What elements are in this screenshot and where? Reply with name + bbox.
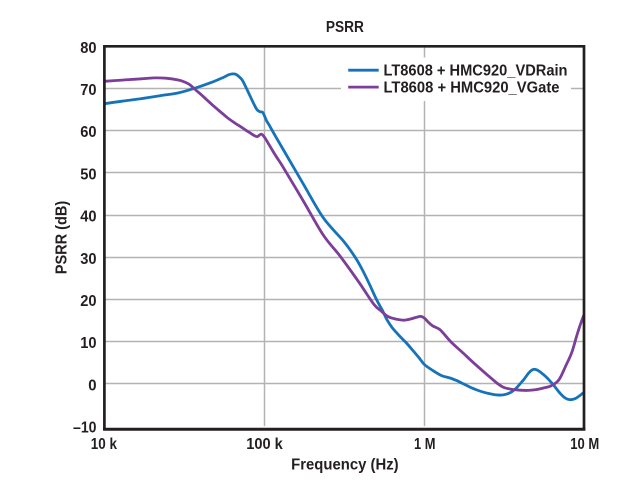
svg-text:Frequency (Hz): Frequency (Hz): [291, 457, 399, 474]
svg-text:60: 60: [80, 124, 96, 141]
svg-text:–10: –10: [73, 420, 97, 437]
svg-text:1 M: 1 M: [414, 436, 436, 453]
svg-text:70: 70: [80, 82, 96, 99]
svg-text:10 k: 10 k: [91, 436, 117, 453]
svg-text:20: 20: [80, 293, 96, 310]
svg-text:10 M: 10 M: [570, 436, 599, 453]
svg-text:LT8608 + HMC920_VDRain: LT8608 + HMC920_VDRain: [384, 63, 568, 80]
svg-text:100 k: 100 k: [246, 436, 283, 453]
svg-text:PSRR: PSRR: [326, 19, 364, 36]
svg-text:40: 40: [80, 209, 96, 226]
svg-text:50: 50: [80, 166, 96, 183]
svg-text:LT8608 + HMC920_VGate: LT8608 + HMC920_VGate: [384, 79, 560, 96]
svg-text:PSRR (dB): PSRR (dB): [54, 201, 71, 275]
svg-text:10: 10: [80, 335, 96, 352]
svg-text:30: 30: [80, 251, 96, 268]
svg-text:0: 0: [88, 377, 96, 394]
svg-text:80: 80: [80, 40, 96, 57]
